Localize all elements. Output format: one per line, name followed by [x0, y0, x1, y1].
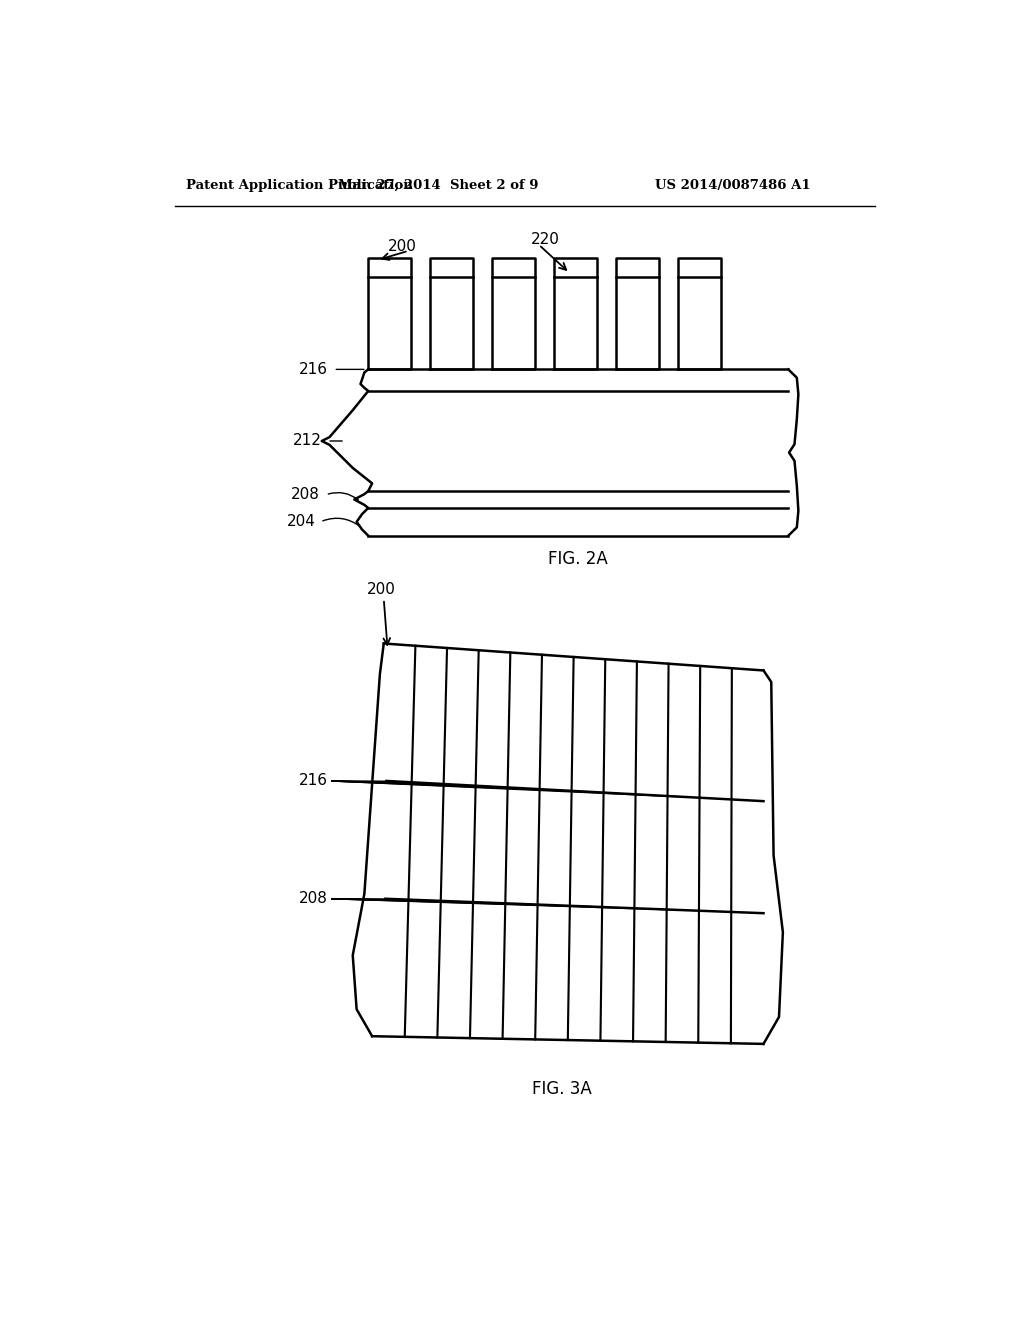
- Text: 216: 216: [299, 774, 328, 788]
- Text: Mar. 27, 2014  Sheet 2 of 9: Mar. 27, 2014 Sheet 2 of 9: [338, 178, 539, 191]
- Text: 208: 208: [299, 891, 328, 907]
- Text: 200: 200: [367, 582, 395, 597]
- Text: 220: 220: [531, 232, 560, 247]
- Text: 204: 204: [287, 515, 315, 529]
- Text: US 2014/0087486 A1: US 2014/0087486 A1: [655, 178, 811, 191]
- Text: 212: 212: [293, 433, 322, 449]
- Text: FIG. 2A: FIG. 2A: [548, 550, 607, 568]
- Text: Patent Application Publication: Patent Application Publication: [186, 178, 413, 191]
- Text: FIG. 3A: FIG. 3A: [532, 1080, 592, 1097]
- Text: 216: 216: [299, 362, 328, 378]
- Text: 208: 208: [291, 487, 321, 503]
- Text: 200: 200: [388, 239, 417, 255]
